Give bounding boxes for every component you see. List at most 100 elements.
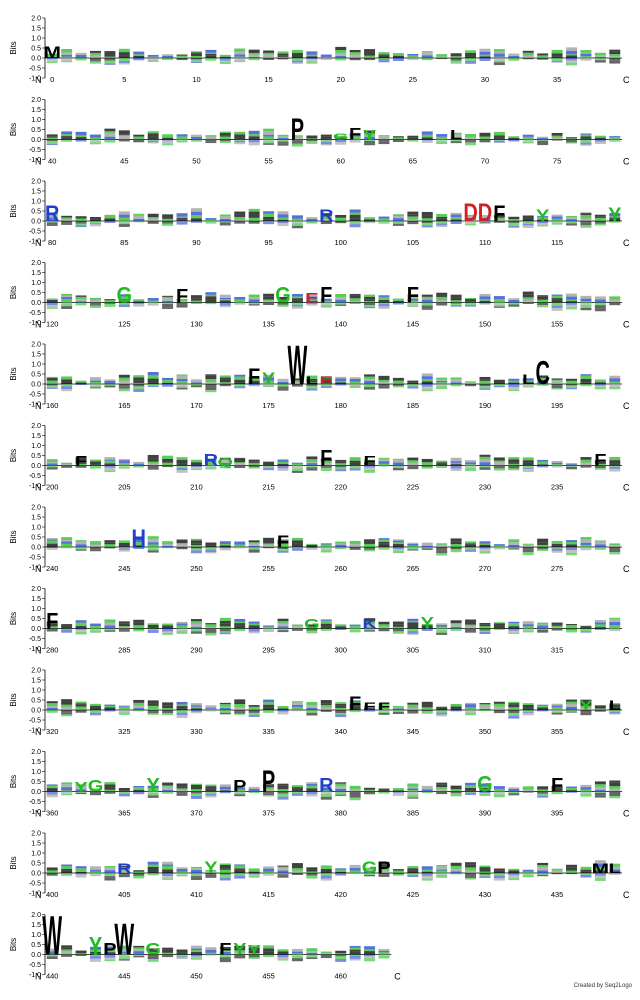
residue-stack-positive xyxy=(306,624,318,627)
residue-stack-positive xyxy=(234,131,246,135)
residue-stack-negative xyxy=(234,221,246,223)
residue-stack-negative xyxy=(436,550,448,554)
residue-stack-negative xyxy=(205,795,217,798)
residue-stack-positive xyxy=(479,136,491,140)
residue-stack-negative xyxy=(147,465,159,468)
residue-stack-negative xyxy=(277,874,289,876)
residue-letter-y: Y xyxy=(262,369,275,388)
residue-stack-positive xyxy=(421,869,433,872)
residue-stack-positive xyxy=(522,134,534,137)
residue-stack-positive xyxy=(147,136,159,140)
residue-stack-positive xyxy=(335,463,347,466)
residue-stack-positive xyxy=(104,457,116,460)
y-tick-label: 1.5 xyxy=(31,107,41,114)
residue-stack-positive xyxy=(320,619,332,621)
residue-stack-positive xyxy=(407,786,419,789)
residue-stack-positive xyxy=(118,865,130,868)
residue-stack-positive xyxy=(320,300,332,303)
residue-stack-negative xyxy=(176,387,188,390)
residue-stack-positive xyxy=(118,299,130,302)
residue-stack-positive xyxy=(320,463,332,466)
residue-stack-negative xyxy=(392,874,404,876)
residue-stack-positive xyxy=(263,131,275,135)
y-tick-label: 1.5 xyxy=(31,433,41,440)
residue-stack-negative xyxy=(335,954,347,957)
residue-stack-positive xyxy=(436,296,448,301)
residue-stack-negative xyxy=(90,954,101,956)
residue-stack-negative xyxy=(493,873,505,876)
x-tick-label: 75 xyxy=(553,157,561,166)
residue-stack-positive xyxy=(219,375,231,378)
residue-stack-positive xyxy=(118,294,130,297)
residue-stack-positive xyxy=(580,537,592,540)
residue-stack-negative xyxy=(551,385,563,389)
residue-stack-negative xyxy=(248,873,260,875)
y-axis-label: Bits xyxy=(9,449,18,462)
residue-stack-negative xyxy=(566,547,577,551)
residue-stack-positive xyxy=(479,300,491,303)
residue-stack-positive xyxy=(234,296,246,300)
residue-stack-positive xyxy=(90,464,101,466)
residue-stack-positive xyxy=(609,543,621,546)
residue-stack-negative xyxy=(75,139,87,142)
y-tick-label: 1.0 xyxy=(31,117,41,124)
residue-stack-negative xyxy=(436,221,448,224)
residue-stack-negative xyxy=(566,387,577,390)
residue-letter-f: F xyxy=(75,453,87,469)
residue-stack-negative xyxy=(90,873,101,877)
residue-stack-positive xyxy=(277,463,289,466)
residue-stack-positive xyxy=(320,700,332,704)
residue-stack-negative xyxy=(147,956,159,960)
residue-stack-positive xyxy=(306,456,318,460)
residue-stack-positive xyxy=(320,376,332,379)
residue-stack-positive xyxy=(436,782,448,785)
residue-stack-positive xyxy=(580,50,592,53)
residue-letter-y: Y xyxy=(608,204,621,226)
residue-stack-positive xyxy=(537,377,549,380)
residue-stack-negative xyxy=(537,58,549,60)
residue-stack-positive xyxy=(104,459,116,461)
residue-stack-positive xyxy=(234,699,246,702)
residue-stack-negative xyxy=(392,223,404,226)
c-terminus-label: C xyxy=(623,727,630,737)
residue-stack-positive xyxy=(320,868,332,871)
residue-stack-negative xyxy=(349,547,361,549)
residue-stack-negative xyxy=(320,139,332,142)
residue-stack-negative xyxy=(407,633,419,635)
x-tick-label: 290 xyxy=(190,646,203,655)
x-tick-label: 440 xyxy=(46,972,59,981)
residue-stack-positive xyxy=(133,542,145,546)
residue-stack-positive xyxy=(90,953,101,955)
residue-stack-negative xyxy=(75,874,87,878)
residue-stack-positive xyxy=(90,219,101,221)
x-tick-label: 355 xyxy=(551,727,564,736)
residue-stack-negative xyxy=(248,954,260,958)
residue-stack-negative xyxy=(219,959,231,963)
residue-stack-positive xyxy=(147,627,159,629)
residue-stack-positive xyxy=(551,216,563,219)
residue-stack-positive xyxy=(104,544,116,547)
residue-stack-negative xyxy=(104,710,116,712)
residue-stack-positive xyxy=(234,137,246,140)
residue-stack-negative xyxy=(90,712,101,716)
residue-stack-positive xyxy=(378,136,390,140)
residue-stack-positive xyxy=(133,545,145,547)
residue-stack-positive xyxy=(349,49,361,53)
x-tick-label: 10 xyxy=(192,75,200,84)
residue-stack-negative xyxy=(493,791,505,795)
x-tick-label: 445 xyxy=(118,972,131,981)
residue-stack-negative xyxy=(162,633,174,635)
residue-stack-positive xyxy=(263,537,275,542)
residue-stack-positive xyxy=(465,867,477,871)
residue-stack-negative xyxy=(306,791,318,795)
x-tick-label: 285 xyxy=(118,646,131,655)
x-tick-label: 280 xyxy=(46,646,59,655)
residue-stack-negative xyxy=(118,549,130,552)
residue-stack-positive xyxy=(263,789,275,792)
residue-stack-negative xyxy=(392,302,404,305)
residue-stack-positive xyxy=(436,787,448,790)
residue-stack-positive xyxy=(104,952,116,955)
residue-stack-negative xyxy=(493,466,505,469)
residue-stack-positive xyxy=(234,48,246,52)
x-tick-label: 240 xyxy=(46,564,59,573)
